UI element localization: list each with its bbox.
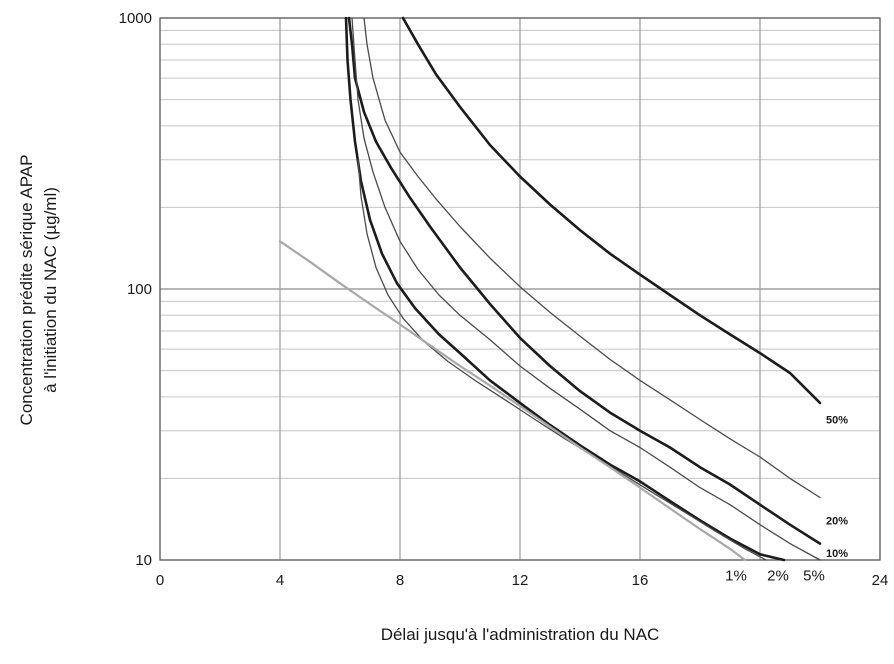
series-line-20pct — [347, 16, 822, 545]
curve-label: 50% — [826, 414, 848, 426]
y-tick-label: 1000 — [119, 10, 152, 27]
x-tick-label: 4 — [276, 572, 284, 589]
y-axis-title-line-1: Concentration prédite sérique APAP — [17, 155, 36, 426]
series-line-unlabeled-1 — [363, 17, 821, 499]
y-tick-label: 10 — [135, 552, 152, 569]
series-line-10pct — [351, 17, 821, 561]
x-tick-label: 8 — [396, 572, 404, 589]
y-axis-title-line-2: à l'initiation du NAC (µg/ml) — [41, 187, 60, 393]
curve-label: 5% — [803, 567, 825, 584]
x-tick-label: 12 — [512, 572, 529, 589]
series-line-2pct — [357, 159, 767, 561]
x-tick-label: 24 — [872, 572, 889, 589]
x-tick-label: 16 — [632, 572, 649, 589]
curve-label: 10% — [826, 548, 848, 560]
x-tick-label: 0 — [156, 572, 164, 589]
series-line-1pct — [278, 240, 747, 562]
curve-label: 2% — [767, 567, 789, 584]
series-line-50pct — [401, 16, 822, 405]
y-tick-label: 100 — [127, 281, 152, 298]
plot-frame — [159, 17, 881, 561]
x-axis-title: Délai jusqu'à l'administration du NAC — [381, 625, 660, 644]
curve-label: 20% — [826, 515, 848, 527]
curve-label: 1% — [725, 567, 747, 584]
